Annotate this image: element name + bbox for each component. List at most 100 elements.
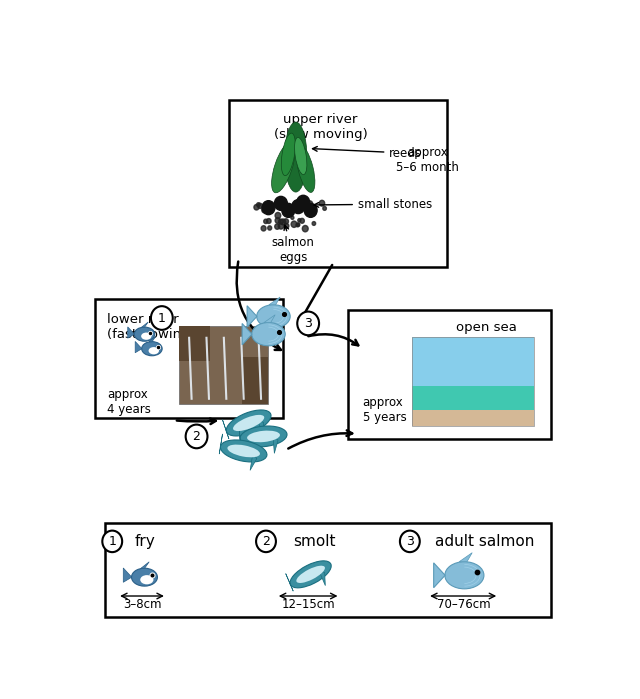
- Circle shape: [254, 205, 259, 210]
- Text: 3–8cm: 3–8cm: [123, 598, 161, 612]
- Text: 2: 2: [193, 430, 200, 443]
- Circle shape: [280, 219, 286, 225]
- Text: 3: 3: [304, 317, 312, 330]
- Text: 12–15cm: 12–15cm: [282, 598, 335, 612]
- Polygon shape: [273, 435, 278, 454]
- FancyBboxPatch shape: [412, 386, 534, 410]
- Text: approx
5 years: approx 5 years: [363, 396, 406, 424]
- Text: approx
5–6 month: approx 5–6 month: [396, 146, 459, 174]
- Text: small stones: small stones: [314, 198, 432, 210]
- Circle shape: [256, 531, 276, 552]
- Circle shape: [291, 221, 297, 227]
- Ellipse shape: [227, 410, 271, 436]
- Circle shape: [186, 424, 207, 448]
- Ellipse shape: [140, 575, 154, 584]
- Circle shape: [323, 206, 326, 210]
- Circle shape: [284, 224, 289, 229]
- Text: 3: 3: [406, 535, 414, 548]
- Circle shape: [261, 226, 266, 231]
- FancyBboxPatch shape: [412, 410, 534, 417]
- Text: 1: 1: [158, 312, 166, 324]
- Text: adult salmon: adult salmon: [435, 534, 534, 549]
- Circle shape: [307, 201, 313, 207]
- Circle shape: [290, 212, 293, 215]
- Text: open sea: open sea: [456, 321, 516, 333]
- Text: smolt: smolt: [293, 534, 336, 549]
- Polygon shape: [135, 341, 142, 353]
- Ellipse shape: [148, 347, 159, 354]
- Circle shape: [278, 223, 284, 229]
- Ellipse shape: [290, 561, 332, 588]
- Polygon shape: [149, 337, 156, 342]
- Circle shape: [292, 200, 305, 214]
- Circle shape: [264, 206, 268, 209]
- Circle shape: [296, 203, 300, 206]
- Text: 1: 1: [108, 535, 116, 548]
- Circle shape: [400, 531, 420, 552]
- Text: reeds: reeds: [312, 147, 422, 159]
- Polygon shape: [247, 305, 257, 327]
- Circle shape: [305, 207, 308, 210]
- Polygon shape: [264, 315, 275, 322]
- Text: 70–76cm: 70–76cm: [436, 598, 490, 612]
- Ellipse shape: [141, 342, 162, 356]
- Polygon shape: [141, 322, 148, 327]
- Polygon shape: [434, 563, 445, 588]
- Text: fry: fry: [134, 534, 156, 549]
- Circle shape: [275, 224, 280, 229]
- FancyBboxPatch shape: [179, 326, 269, 404]
- Circle shape: [264, 219, 268, 224]
- Circle shape: [275, 196, 287, 210]
- Circle shape: [297, 312, 319, 336]
- FancyBboxPatch shape: [412, 410, 534, 426]
- Circle shape: [298, 219, 301, 222]
- Circle shape: [300, 218, 305, 223]
- Ellipse shape: [252, 322, 285, 346]
- Polygon shape: [141, 562, 149, 568]
- FancyBboxPatch shape: [242, 357, 269, 404]
- Text: approx
4 years: approx 4 years: [108, 388, 151, 416]
- Circle shape: [266, 219, 271, 224]
- Circle shape: [297, 223, 300, 226]
- Circle shape: [275, 212, 281, 219]
- Polygon shape: [459, 553, 472, 562]
- Polygon shape: [269, 297, 280, 305]
- Ellipse shape: [233, 415, 264, 431]
- Circle shape: [297, 195, 310, 209]
- Polygon shape: [239, 426, 241, 446]
- Polygon shape: [257, 419, 264, 436]
- FancyBboxPatch shape: [179, 326, 211, 361]
- Polygon shape: [242, 324, 252, 345]
- Ellipse shape: [445, 562, 484, 589]
- Circle shape: [262, 201, 275, 215]
- FancyBboxPatch shape: [412, 337, 534, 386]
- Circle shape: [102, 531, 122, 552]
- Ellipse shape: [132, 568, 157, 586]
- Ellipse shape: [247, 431, 280, 442]
- Ellipse shape: [240, 426, 287, 447]
- Circle shape: [293, 206, 297, 211]
- Ellipse shape: [134, 327, 155, 341]
- Circle shape: [302, 226, 308, 232]
- Circle shape: [304, 203, 317, 217]
- Circle shape: [278, 219, 283, 224]
- Ellipse shape: [220, 440, 267, 462]
- Circle shape: [291, 216, 294, 219]
- Circle shape: [284, 219, 289, 224]
- Circle shape: [312, 222, 316, 225]
- Ellipse shape: [141, 333, 152, 340]
- FancyBboxPatch shape: [105, 523, 551, 617]
- Polygon shape: [124, 568, 132, 582]
- Text: lower river
(fast flowing): lower river (fast flowing): [108, 312, 195, 340]
- Text: 2: 2: [262, 535, 270, 548]
- Polygon shape: [250, 453, 257, 470]
- Text: salmon
eggs: salmon eggs: [272, 225, 315, 264]
- Ellipse shape: [271, 142, 295, 193]
- Circle shape: [280, 201, 285, 206]
- Ellipse shape: [282, 133, 295, 175]
- Circle shape: [286, 206, 289, 210]
- Circle shape: [296, 223, 300, 227]
- Circle shape: [262, 207, 267, 213]
- Polygon shape: [319, 570, 325, 586]
- Polygon shape: [128, 327, 134, 338]
